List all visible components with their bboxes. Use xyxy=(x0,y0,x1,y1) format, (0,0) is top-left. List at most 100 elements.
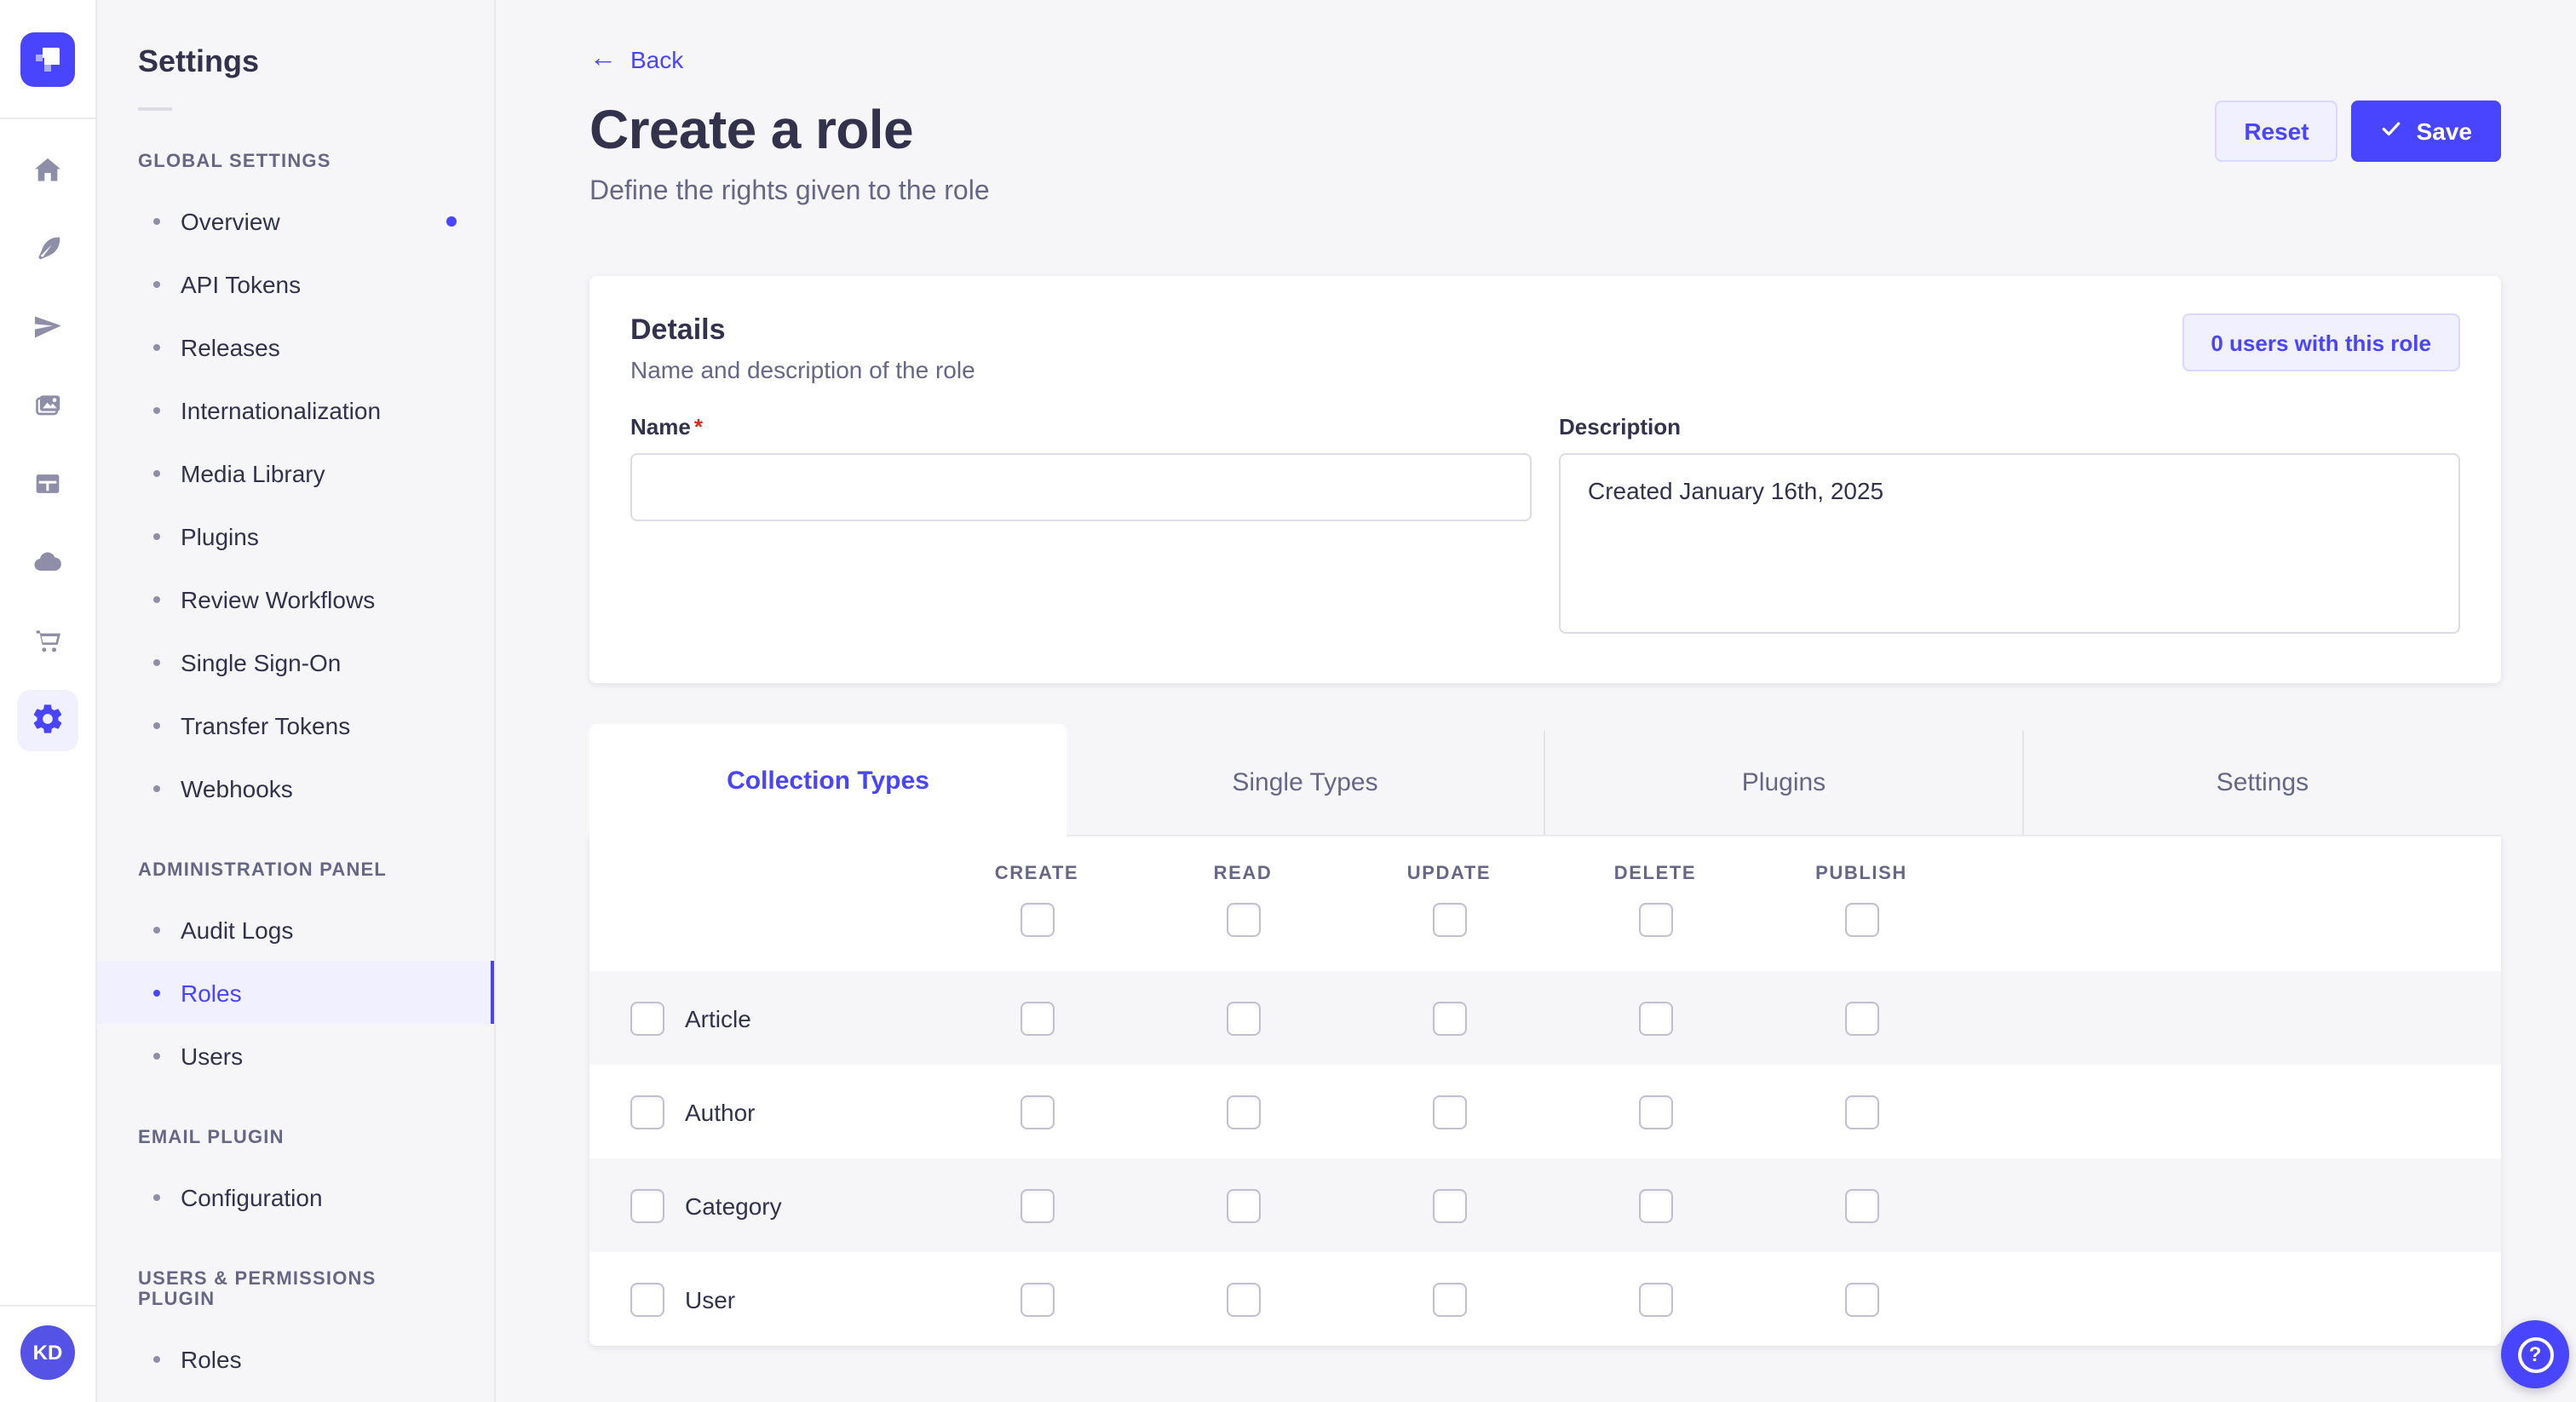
users-with-role-button[interactable]: 0 users with this role xyxy=(2182,313,2460,371)
sidebar-item-roles-admin[interactable]: Roles xyxy=(97,961,494,1024)
layout-icon xyxy=(31,466,65,505)
permissions-table-header: CREATE READ UPDATE DELETE xyxy=(589,836,2501,971)
bullet-icon xyxy=(153,658,160,665)
cart-icon xyxy=(31,623,65,662)
permissions-table: CREATE READ UPDATE DELETE xyxy=(589,836,2501,1346)
rail-item-layout[interactable] xyxy=(17,455,78,516)
sidebar-item-api-tokens[interactable]: API Tokens xyxy=(97,252,494,315)
bullet-icon xyxy=(153,532,160,539)
author-publish-checkbox[interactable] xyxy=(1844,1095,1878,1129)
sidebar-item-audit-logs[interactable]: Audit Logs xyxy=(97,898,494,961)
rail-item-media[interactable] xyxy=(17,376,78,438)
rail-item-marketplace[interactable] xyxy=(17,612,78,673)
sidebar-item-webhooks[interactable]: Webhooks xyxy=(97,756,494,819)
save-label: Save xyxy=(2416,117,2472,144)
gear-icon xyxy=(31,701,65,740)
bullet-icon xyxy=(153,280,160,287)
bullet-icon xyxy=(153,1355,160,1362)
bullet-icon xyxy=(153,1052,160,1059)
bullet-icon xyxy=(153,721,160,728)
back-label: Back xyxy=(630,46,684,73)
bullet-icon xyxy=(153,926,160,933)
settings-sidebar: Settings GLOBAL SETTINGS Overview API To… xyxy=(97,0,496,1402)
save-button[interactable]: Save xyxy=(2351,100,2501,161)
rail-item-deploy[interactable] xyxy=(17,298,78,359)
reset-button[interactable]: Reset xyxy=(2215,100,2338,161)
sidebar-item-releases[interactable]: Releases xyxy=(97,315,494,378)
sidebar-item-overview[interactable]: Overview xyxy=(97,189,494,252)
user-row-checkbox[interactable] xyxy=(630,1282,664,1316)
author-row-checkbox[interactable] xyxy=(630,1095,664,1129)
bullet-icon xyxy=(153,469,160,476)
sidebar-item-media-library[interactable]: Media Library xyxy=(97,441,494,504)
article-row-checkbox[interactable] xyxy=(630,1001,664,1035)
article-create-checkbox[interactable] xyxy=(1020,1001,1054,1035)
back-link[interactable]: ← Back xyxy=(589,45,684,73)
tab-single-types[interactable]: Single Types xyxy=(1067,731,1544,836)
sidebar-item-configuration[interactable]: Configuration xyxy=(97,1165,494,1228)
column-label-update: UPDATE xyxy=(1406,864,1492,884)
avatar[interactable]: KD xyxy=(20,1325,75,1380)
author-update-checkbox[interactable] xyxy=(1432,1095,1466,1129)
permissions-tabs: Collection Types Single Types Plugins Se… xyxy=(589,724,2501,836)
select-all-publish-checkbox[interactable] xyxy=(1844,903,1878,937)
tab-plugins[interactable]: Plugins xyxy=(1544,731,2022,836)
tab-settings[interactable]: Settings xyxy=(2022,731,2501,836)
notification-dot xyxy=(446,215,457,226)
category-read-checkbox[interactable] xyxy=(1226,1188,1260,1222)
rail-icon-list xyxy=(17,119,78,1305)
details-subtitle: Name and description of the role xyxy=(630,356,975,383)
category-publish-checkbox[interactable] xyxy=(1844,1188,1878,1222)
sidebar-item-internationalization[interactable]: Internationalization xyxy=(97,378,494,441)
rail-item-settings[interactable] xyxy=(17,690,78,751)
section-heading-users-permissions-plugin: USERS & PERMISSIONS PLUGIN xyxy=(138,1269,377,1310)
tab-collection-types[interactable]: Collection Types xyxy=(589,724,1067,836)
page-title: Create a role xyxy=(589,99,914,160)
rail-item-cloud[interactable] xyxy=(17,533,78,595)
sidebar-item-providers[interactable]: Providers xyxy=(97,1390,494,1402)
help-button[interactable]: ? xyxy=(2501,1320,2569,1388)
row-label: Article xyxy=(685,1004,751,1031)
sidebar-item-review-workflows[interactable]: Review Workflows xyxy=(97,567,494,630)
description-textarea[interactable]: Created January 16th, 2025 xyxy=(1559,453,2460,634)
article-read-checkbox[interactable] xyxy=(1226,1001,1260,1035)
category-update-checkbox[interactable] xyxy=(1432,1188,1466,1222)
author-delete-checkbox[interactable] xyxy=(1638,1095,1672,1129)
table-row-author: Author xyxy=(589,1065,2501,1158)
category-delete-checkbox[interactable] xyxy=(1638,1188,1672,1222)
sidebar-item-single-sign-on[interactable]: Single Sign-On xyxy=(97,630,494,693)
category-create-checkbox[interactable] xyxy=(1020,1188,1054,1222)
sidebar-item-plugins[interactable]: Plugins xyxy=(97,504,494,567)
sidebar-item-roles-up[interactable]: Roles xyxy=(97,1327,494,1390)
table-row-user: User xyxy=(589,1252,2501,1346)
description-label: Description xyxy=(1559,414,1682,440)
select-all-create-checkbox[interactable] xyxy=(1020,903,1054,937)
user-read-checkbox[interactable] xyxy=(1226,1282,1260,1316)
select-all-update-checkbox[interactable] xyxy=(1432,903,1466,937)
column-update: UPDATE xyxy=(1346,864,1552,937)
sidebar-item-transfer-tokens[interactable]: Transfer Tokens xyxy=(97,693,494,756)
author-read-checkbox[interactable] xyxy=(1226,1095,1260,1129)
user-publish-checkbox[interactable] xyxy=(1844,1282,1878,1316)
strapi-logo[interactable] xyxy=(0,0,95,119)
select-all-delete-checkbox[interactable] xyxy=(1638,903,1672,937)
rail-item-home[interactable] xyxy=(17,141,78,203)
user-create-checkbox[interactable] xyxy=(1020,1282,1054,1316)
rail-item-content[interactable] xyxy=(17,220,78,281)
article-delete-checkbox[interactable] xyxy=(1638,1001,1672,1035)
section-heading-email-plugin: EMAIL PLUGIN xyxy=(138,1128,285,1148)
user-update-checkbox[interactable] xyxy=(1432,1282,1466,1316)
author-create-checkbox[interactable] xyxy=(1020,1095,1054,1129)
article-update-checkbox[interactable] xyxy=(1432,1001,1466,1035)
sidebar-item-users[interactable]: Users xyxy=(97,1024,494,1087)
article-publish-checkbox[interactable] xyxy=(1844,1001,1878,1035)
bullet-icon xyxy=(153,406,160,413)
sidebar-title-divider xyxy=(138,107,172,111)
name-input[interactable] xyxy=(630,453,1532,521)
category-row-checkbox[interactable] xyxy=(630,1188,664,1222)
select-all-read-checkbox[interactable] xyxy=(1226,903,1260,937)
details-card-titles: Details Name and description of the role xyxy=(630,313,975,383)
user-delete-checkbox[interactable] xyxy=(1638,1282,1672,1316)
page-subtitle: Define the rights given to the role xyxy=(589,177,990,206)
